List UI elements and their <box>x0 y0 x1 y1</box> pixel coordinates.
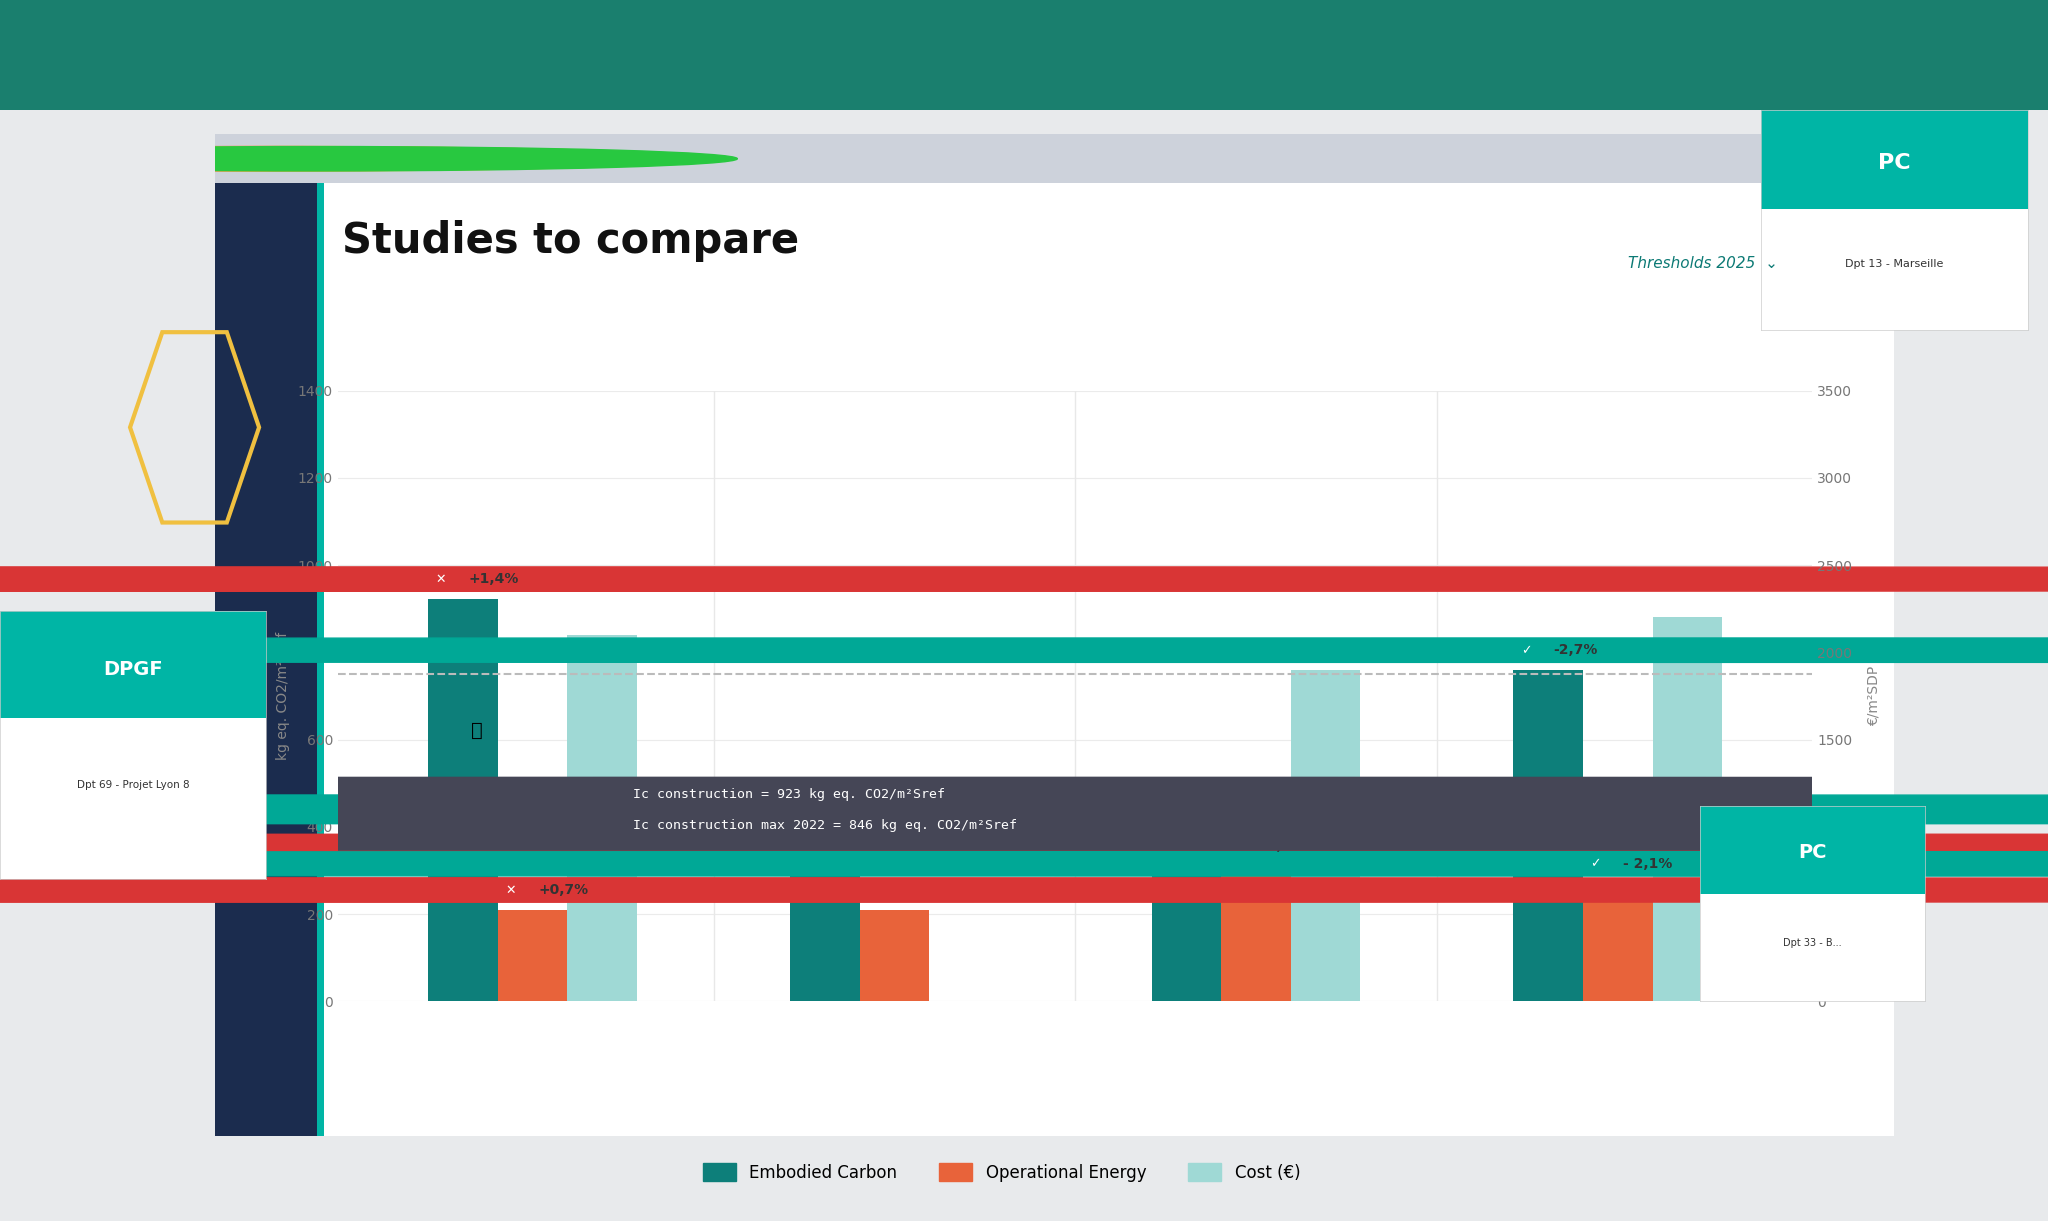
Text: DPGF: DPGF <box>102 661 164 679</box>
FancyBboxPatch shape <box>1700 806 1925 894</box>
Bar <box>1513 670 1583 1001</box>
Text: - 2,1%: - 2,1% <box>1624 857 1673 871</box>
Y-axis label: kg eq. CO2/m²Sref: kg eq. CO2/m²Sref <box>276 631 289 761</box>
Bar <box>1151 832 1221 1001</box>
Bar <box>1290 670 1360 1001</box>
Circle shape <box>0 637 2048 662</box>
Text: -0,8%: -0,8% <box>829 800 874 814</box>
Bar <box>498 910 567 1001</box>
Text: ✕: ✕ <box>506 884 516 896</box>
Text: Studies to compare: Studies to compare <box>342 220 799 261</box>
Text: Ic construction = 923 kg eq. CO2/m²Sref: Ic construction = 923 kg eq. CO2/m²Sref <box>633 789 944 801</box>
Text: Dpt 13 - Marseille: Dpt 13 - Marseille <box>1845 259 1944 269</box>
Bar <box>860 910 930 1001</box>
Text: ✕: ✕ <box>436 573 446 586</box>
Text: ✕: ✕ <box>1229 840 1239 853</box>
FancyBboxPatch shape <box>0 777 2048 851</box>
FancyBboxPatch shape <box>1761 110 2028 209</box>
Text: Ic construction max 2022 = 846 kg eq. CO2/m²Sref: Ic construction max 2022 = 846 kg eq. CO… <box>633 819 1016 832</box>
Bar <box>1653 618 1722 1001</box>
Text: PC: PC <box>1878 153 1911 172</box>
Circle shape <box>0 795 2048 819</box>
Circle shape <box>0 834 2048 858</box>
Circle shape <box>0 567 2048 591</box>
Text: -1,3%: -1,3% <box>1192 805 1237 818</box>
Text: +1,4%: +1,4% <box>469 573 518 586</box>
Legend: Embodied Carbon, Operational Energy, Cost (€): Embodied Carbon, Operational Energy, Cos… <box>696 1156 1307 1188</box>
Circle shape <box>0 878 2048 902</box>
Text: ✓: ✓ <box>797 801 807 813</box>
Text: Dpt 69 - Projet Lyon 8: Dpt 69 - Projet Lyon 8 <box>78 780 188 790</box>
Text: -1,3%: -1,3% <box>1262 839 1307 853</box>
Y-axis label: €/m²SDP: €/m²SDP <box>1866 665 1880 726</box>
Text: Dpt 33 - B...: Dpt 33 - B... <box>1784 938 1841 947</box>
Bar <box>1221 866 1290 1001</box>
FancyBboxPatch shape <box>0 610 266 718</box>
Circle shape <box>0 852 2048 875</box>
Bar <box>567 635 637 1001</box>
Circle shape <box>0 800 2048 824</box>
Bar <box>428 598 498 1001</box>
Text: ✓: ✓ <box>1522 643 1532 657</box>
Text: PC: PC <box>1798 844 1827 862</box>
Text: Thresholds 2025  ⌄: Thresholds 2025 ⌄ <box>1628 256 1778 271</box>
Text: -2,7%: -2,7% <box>1554 643 1597 657</box>
Circle shape <box>0 147 707 171</box>
Text: ✓: ✓ <box>1159 805 1169 818</box>
Text: +0,7%: +0,7% <box>539 883 588 897</box>
Text: ✓: ✓ <box>1589 857 1602 871</box>
Bar <box>1583 884 1653 1001</box>
Bar <box>791 827 860 1001</box>
Text: 👉: 👉 <box>471 722 483 740</box>
Circle shape <box>0 147 676 171</box>
Circle shape <box>0 147 737 171</box>
